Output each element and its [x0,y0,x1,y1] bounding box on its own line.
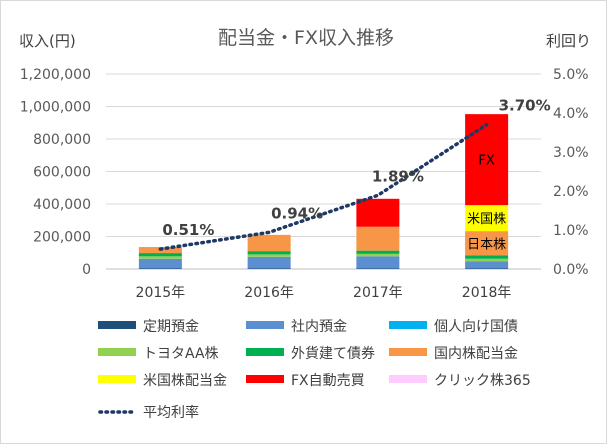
legend-swatch [98,348,136,356]
legend-label: 外貨建て債券 [291,345,375,362]
bar-annotation: FX [478,154,494,169]
legend-label: 定期預金 [143,319,199,335]
legend-item: 社内預金 [246,319,347,335]
legend-item: 定期預金 [98,319,199,335]
y2-tick-label: 1.0% [553,223,589,239]
bar-segment [356,199,399,227]
legend-swatch [389,375,427,383]
x-tick-label: 2018年 [462,285,512,301]
y2-axis-title: 利回り [546,32,591,50]
legend-item: クリック株365 [389,373,531,389]
legend-item: 米国株配当金 [98,373,227,389]
x-tick-label: 2015年 [136,285,186,301]
rate-data-label: 0.94% [271,204,323,222]
y2-tick-label: 4.0% [553,106,589,122]
bar-annotation: 米国株 [467,212,506,227]
y-tick-label: 600,000 [33,165,91,181]
legend-swatch [98,375,136,383]
y-tick-label: 400,000 [33,197,91,213]
rate-data-label: 0.51% [162,221,214,239]
y-axis-title: 収入(円) [19,32,76,50]
legend-swatch [389,321,427,329]
legend-label: 米国株配当金 [143,373,227,389]
x-tick-label: 2017年 [353,285,403,301]
legend-swatch [246,375,284,383]
legend-label: 平均利率 [143,404,199,421]
x-tick-label: 2016年 [244,285,294,301]
y-tick-label: 1,000,000 [20,100,91,116]
bar-segment [356,256,399,268]
legend-label: 個人向け国債 [434,319,518,335]
legend-swatch [246,348,284,356]
legend-item: 平均利率 [100,404,199,421]
chart-title: 配当金・FX収入推移 [218,27,394,49]
legend-label: FX自動売買 [291,373,365,389]
y2-tick-label: 0.0% [553,262,589,278]
y-tick-label: 200,000 [33,230,91,246]
y-tick-label: 800,000 [33,132,91,148]
legend-label: クリック株365 [434,373,531,389]
bar-segment [356,251,399,254]
bar-segment [465,256,508,259]
bar-segment [248,257,291,269]
legend-item: 個人向け国債 [389,319,518,335]
bar-segment [356,254,399,256]
legend-item: 外貨建て債券 [246,345,375,362]
y-tick-label: 1,200,000 [20,67,91,83]
rate-data-label: 1.89% [372,167,424,185]
legend-label: 国内株配当金 [434,346,518,362]
bar-segment [248,254,291,256]
legend-label: トヨタAA株 [143,346,219,362]
bar-segment [465,259,508,261]
rate-data-label: 3.70% [499,97,551,115]
y2-tick-label: 3.0% [553,145,589,161]
bar-segment [248,235,291,251]
bar-segment [139,253,182,256]
y2-tick-label: 2.0% [553,184,589,200]
bar-segment [139,259,182,269]
legend-item: 国内株配当金 [389,346,518,362]
bar-segment [356,227,399,251]
legend-swatch [246,321,284,329]
y2-tick-label: 5.0% [553,67,589,83]
legend-swatch [98,321,136,329]
bar-segment [465,261,508,268]
bar-segment [248,251,291,254]
y-tick-label: 0 [82,262,91,278]
legend-swatch [389,348,427,356]
legend-item: FX自動売買 [246,373,365,389]
bar-annotation: 日本株 [467,237,506,252]
legend-label: 社内預金 [291,319,347,335]
bar-segment [139,256,182,258]
legend-item: トヨタAA株 [98,346,219,362]
